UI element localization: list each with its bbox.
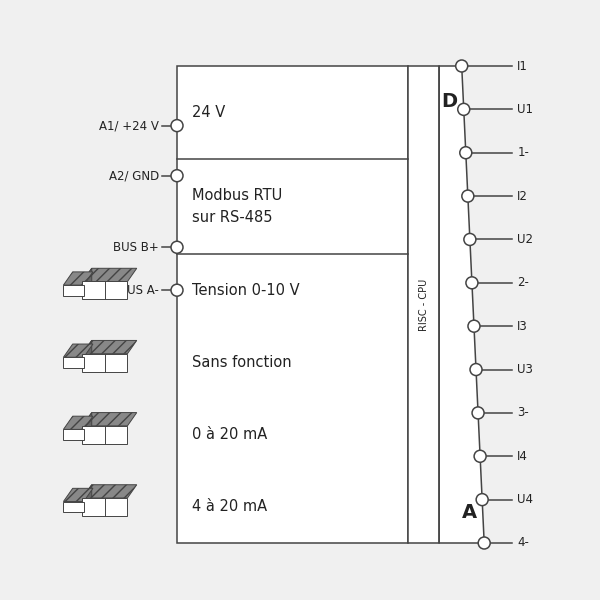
Circle shape — [171, 119, 183, 131]
Bar — [64, 357, 83, 368]
Text: RISC - CPU: RISC - CPU — [419, 278, 428, 331]
Text: U3: U3 — [517, 363, 533, 376]
Circle shape — [476, 494, 488, 506]
Bar — [82, 498, 127, 516]
Text: 3-: 3- — [517, 406, 529, 419]
Circle shape — [470, 364, 482, 376]
Circle shape — [171, 284, 183, 296]
Polygon shape — [82, 268, 137, 281]
Circle shape — [464, 233, 476, 245]
Text: Sans fonction: Sans fonction — [192, 355, 292, 370]
Bar — [64, 285, 83, 296]
Bar — [82, 281, 127, 299]
Text: 4-: 4- — [517, 536, 529, 550]
Polygon shape — [82, 485, 137, 498]
Text: I3: I3 — [517, 320, 528, 332]
Text: A2/ GND: A2/ GND — [109, 169, 159, 182]
Circle shape — [458, 103, 470, 115]
Polygon shape — [64, 488, 93, 502]
Polygon shape — [82, 413, 137, 426]
Text: U1: U1 — [517, 103, 533, 116]
Text: BUS B+: BUS B+ — [113, 241, 159, 254]
Text: Modbus RTU
sur RS-485: Modbus RTU sur RS-485 — [192, 188, 282, 226]
Bar — [64, 430, 83, 440]
Text: I1: I1 — [517, 59, 528, 73]
Polygon shape — [64, 416, 93, 430]
Text: A1/ +24 V: A1/ +24 V — [99, 119, 159, 132]
Circle shape — [171, 170, 183, 182]
Text: 2-: 2- — [517, 277, 529, 289]
Circle shape — [468, 320, 480, 332]
Circle shape — [474, 450, 486, 462]
Circle shape — [460, 147, 472, 159]
Circle shape — [171, 241, 183, 253]
Text: 24 V: 24 V — [192, 105, 225, 120]
Circle shape — [462, 190, 474, 202]
Polygon shape — [64, 272, 93, 285]
Bar — [64, 502, 83, 512]
Text: I4: I4 — [517, 450, 528, 463]
Polygon shape — [82, 268, 92, 299]
Text: 4 à 20 mA: 4 à 20 mA — [192, 499, 267, 514]
Bar — [82, 426, 127, 444]
Circle shape — [478, 537, 490, 549]
Polygon shape — [82, 340, 92, 371]
Text: D: D — [441, 92, 457, 112]
Polygon shape — [64, 344, 93, 357]
Polygon shape — [82, 413, 92, 444]
Text: 0 à 20 mA: 0 à 20 mA — [192, 427, 267, 442]
Polygon shape — [82, 340, 137, 353]
Polygon shape — [439, 66, 484, 543]
Text: 1-: 1- — [517, 146, 529, 159]
Bar — [82, 353, 127, 371]
Text: U2: U2 — [517, 233, 533, 246]
Text: A: A — [462, 503, 478, 523]
Text: BUS A-: BUS A- — [119, 284, 159, 296]
Bar — [177, 66, 408, 543]
Text: U4: U4 — [517, 493, 533, 506]
Circle shape — [472, 407, 484, 419]
Circle shape — [466, 277, 478, 289]
Text: I2: I2 — [517, 190, 528, 203]
Text: Tension 0-10 V: Tension 0-10 V — [192, 283, 299, 298]
Bar — [408, 66, 439, 543]
Circle shape — [456, 60, 468, 72]
Polygon shape — [82, 485, 92, 516]
